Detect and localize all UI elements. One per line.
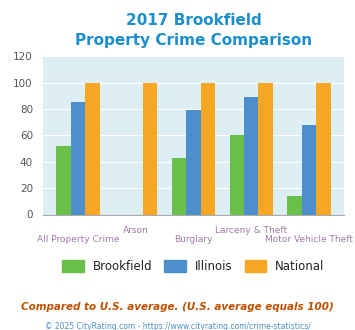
Bar [230, 135, 244, 214]
Bar [201, 82, 215, 214]
Text: Larceny & Theft: Larceny & Theft [215, 226, 287, 235]
Bar [258, 82, 273, 214]
Bar [172, 158, 186, 214]
Text: © 2025 CityRating.com - https://www.cityrating.com/crime-statistics/: © 2025 CityRating.com - https://www.city… [45, 322, 310, 330]
Bar [287, 196, 302, 214]
Text: Burglary: Burglary [174, 235, 213, 244]
Bar [143, 82, 157, 214]
Bar [186, 110, 201, 214]
Bar [85, 82, 100, 214]
Bar [316, 82, 331, 214]
Text: All Property Crime: All Property Crime [37, 235, 119, 244]
Bar [244, 97, 258, 214]
Text: Compared to U.S. average. (U.S. average equals 100): Compared to U.S. average. (U.S. average … [21, 302, 334, 312]
Text: Arson: Arson [123, 226, 149, 235]
Bar [56, 146, 71, 214]
Bar [71, 102, 85, 214]
Legend: Brookfield, Illinois, National: Brookfield, Illinois, National [58, 255, 329, 278]
Title: 2017 Brookfield
Property Crime Comparison: 2017 Brookfield Property Crime Compariso… [75, 13, 312, 48]
Bar [302, 125, 316, 214]
Text: Motor Vehicle Theft: Motor Vehicle Theft [265, 235, 353, 244]
